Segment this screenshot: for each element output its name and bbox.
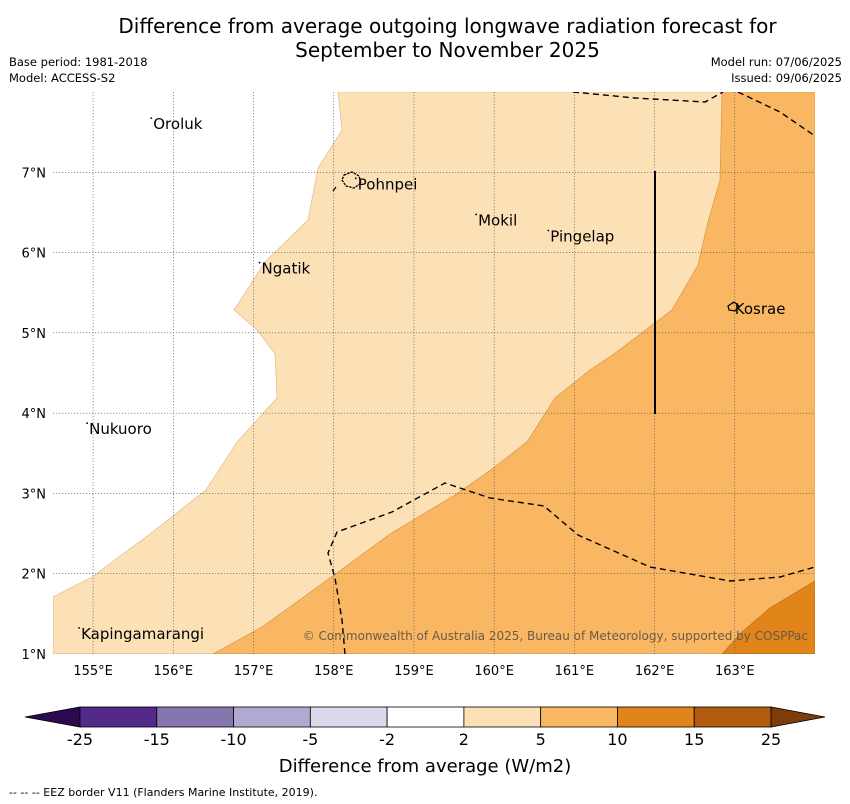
place-label-oroluk: Oroluk: [153, 115, 202, 133]
lon-tick-label: 156°E: [154, 664, 194, 679]
title-line-1: Difference from average outgoing longwav…: [118, 14, 777, 38]
latitude-tick-labels: 1°N 2°N 3°N 4°N 5°N 6°N 7°N: [22, 166, 47, 663]
place-marker: [731, 301, 734, 304]
eez-border-north: [572, 92, 724, 103]
colorbar-segment: [386, 706, 465, 728]
lon-tick-label: 162°E: [635, 664, 675, 679]
colorbar-title: Difference from average (W/m2): [279, 756, 571, 777]
eez-borders: [327, 92, 815, 654]
place-marker: [258, 261, 261, 264]
lon-tick-label: 157°E: [234, 664, 274, 679]
anomaly-region-10-to-15: [721, 580, 815, 654]
place-label-kosrae: Kosrae: [735, 300, 786, 318]
map-title: Difference from average outgoing longwav…: [0, 14, 850, 62]
place-label-ngatik: Ngatik: [262, 260, 311, 278]
lat-tick-label: 5°N: [22, 327, 47, 342]
colorbar-segment: [617, 706, 695, 728]
lon-tick-label: 160°E: [474, 664, 514, 679]
colorbar-over-arrow: [770, 706, 826, 728]
place-label-nukuoro: Nukuoro: [89, 420, 152, 438]
lon-tick-label: 159°E: [394, 664, 434, 679]
lat-tick-label: 6°N: [22, 247, 47, 262]
pohnpei-eez-stub: [332, 186, 337, 192]
colorbar-under-arrow: [24, 706, 81, 728]
place-label-kapingamarangi: Kapingamarangi: [81, 625, 204, 643]
colorbar-label: 10: [607, 730, 627, 749]
lat-tick-label: 7°N: [22, 166, 47, 181]
longitude-tick-labels: 155°E 156°E 157°E 158°E 159°E 160°E 161°E 162°E…: [73, 664, 754, 679]
colorbar-label: -25: [67, 730, 93, 749]
eez-border-south: [327, 482, 815, 654]
lon-tick-label: 163°E: [715, 664, 755, 679]
footnote: -- -- -- EEZ border V11 (Flanders Marine…: [9, 786, 318, 799]
lat-tick-label: 1°N: [22, 648, 47, 663]
anomaly-region-5-to-10: [212, 92, 815, 654]
colorbar: -25 -15 -10 -5 -2 2 5 10 15 25: [24, 706, 826, 749]
place-labels: Oroluk Pohnpei Mokil Pingelap Ngatik Kosrae Nu…: [78, 115, 785, 643]
place-label-mokil: Mokil: [478, 211, 517, 229]
lon-tick-label: 155°E: [73, 664, 113, 679]
graticule: [53, 92, 815, 654]
title-line-2: September to November 2025: [295, 38, 600, 62]
pohnpei-island: [341, 171, 362, 189]
base-period-text: Base period: 1981-2018: [9, 55, 148, 69]
place-marker: [86, 422, 88, 425]
colorbar-label: 5: [536, 730, 546, 749]
place-marker: [78, 627, 80, 629]
lat-tick-label: 2°N: [22, 568, 47, 583]
meta-right: Model run: 07/06/2025 Issued: 09/06/2025: [711, 54, 842, 86]
colorbar-label: -15: [144, 730, 170, 749]
lat-tick-label: 4°N: [22, 407, 47, 422]
place-marker: [354, 177, 357, 180]
lat-tick-label: 3°N: [22, 487, 47, 502]
colorbar-segment: [156, 706, 234, 728]
colorbar-label: 15: [684, 730, 704, 749]
place-label-pohnpei: Pohnpei: [358, 175, 418, 193]
issued-text: Issued: 09/06/2025: [731, 71, 842, 85]
meta-left: Base period: 1981-2018 Model: ACCESS-S2: [9, 54, 148, 86]
colorbar-label: 25: [761, 730, 781, 749]
map-area: Oroluk Pohnpei Mokil Pingelap Ngatik Kosrae Nu…: [53, 92, 815, 654]
colorbar-segment: [233, 706, 311, 728]
model-run-text: Model run: 07/06/2025: [710, 55, 842, 69]
colorbar-segment: [540, 706, 618, 728]
colorbar-segment: [309, 706, 388, 728]
colorbar-label: -2: [379, 730, 395, 749]
place-label-pingelap: Pingelap: [550, 228, 614, 246]
place-marker: [475, 213, 478, 216]
place-marker: [547, 229, 550, 232]
colorbar-segment: [693, 706, 772, 728]
colorbar-segment: [79, 706, 158, 728]
copyright-notice: © Commonwealth of Australia 2025, Bureau…: [303, 629, 808, 643]
lon-tick-label: 158°E: [314, 664, 354, 679]
lon-tick-label: 161°E: [555, 664, 595, 679]
eez-border-northeast: [737, 92, 815, 137]
colorbar-segment: [463, 706, 542, 728]
model-text: Model: ACCESS-S2: [9, 71, 116, 85]
colorbar-label: 2: [459, 730, 469, 749]
colorbar-label: -5: [302, 730, 318, 749]
place-marker: [150, 117, 153, 120]
colorbar-label: -10: [220, 730, 246, 749]
